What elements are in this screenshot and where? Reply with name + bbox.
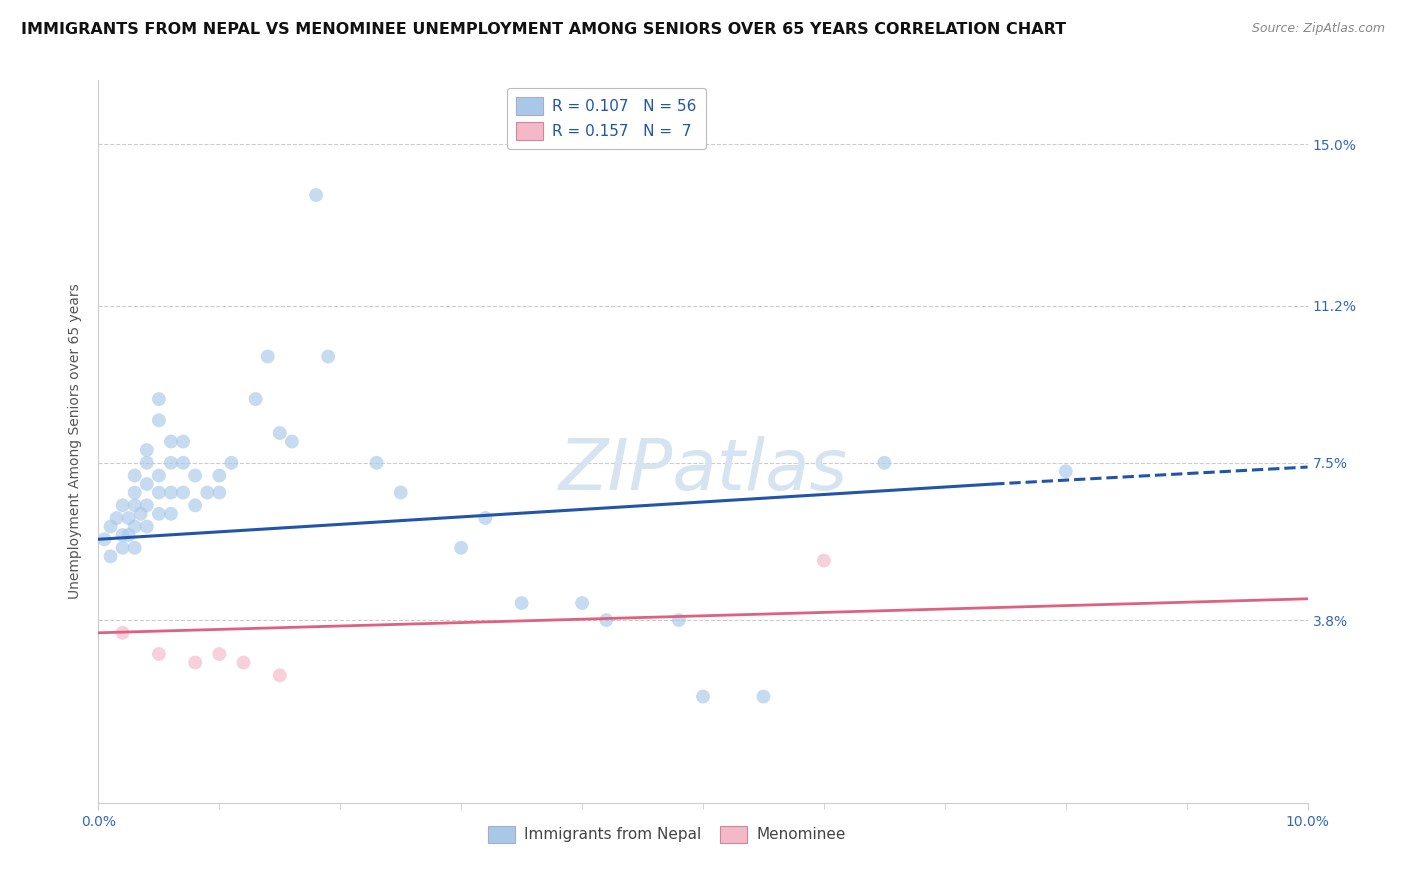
Point: [208, 647, 231, 661]
Point: [124, 485, 146, 500]
Text: IMMIGRANTS FROM NEPAL VS MENOMINEE UNEMPLOYMENT AMONG SENIORS OVER 65 YEARS CORR: IMMIGRANTS FROM NEPAL VS MENOMINEE UNEMP…: [21, 22, 1066, 37]
Point: [148, 468, 170, 483]
Point: [281, 434, 304, 449]
Point: [160, 507, 183, 521]
Point: [105, 511, 128, 525]
Point: [172, 456, 194, 470]
Point: [111, 528, 134, 542]
Point: [135, 519, 157, 533]
Point: [118, 511, 141, 525]
Point: [148, 647, 170, 661]
Point: [124, 498, 146, 512]
Point: [366, 456, 388, 470]
Point: [100, 549, 122, 564]
Point: [124, 541, 146, 555]
Point: [111, 625, 134, 640]
Point: [148, 485, 170, 500]
Point: [184, 498, 207, 512]
Point: [269, 668, 291, 682]
Point: [232, 656, 254, 670]
Point: [208, 468, 231, 483]
Point: [111, 541, 134, 555]
Point: [184, 656, 207, 670]
Point: [256, 350, 278, 364]
Point: [389, 485, 412, 500]
Point: [316, 350, 339, 364]
Point: [269, 425, 291, 440]
Point: [474, 511, 496, 525]
Point: [135, 443, 157, 458]
Point: [195, 485, 218, 500]
Point: [1054, 464, 1077, 478]
Point: [595, 613, 617, 627]
Point: [160, 485, 183, 500]
Point: [124, 519, 146, 533]
Point: [148, 507, 170, 521]
Point: [172, 434, 194, 449]
Point: [813, 553, 835, 567]
Point: [160, 434, 183, 449]
Legend: Immigrants from Nepal, Menominee: Immigrants from Nepal, Menominee: [481, 820, 852, 849]
Point: [184, 468, 207, 483]
Point: [510, 596, 533, 610]
Point: [752, 690, 775, 704]
Text: Source: ZipAtlas.com: Source: ZipAtlas.com: [1251, 22, 1385, 36]
Point: [111, 498, 134, 512]
Point: [221, 456, 243, 470]
Point: [124, 468, 146, 483]
Point: [100, 519, 122, 533]
Point: [692, 690, 714, 704]
Point: [873, 456, 896, 470]
Point: [208, 485, 231, 500]
Point: [172, 485, 194, 500]
Point: [129, 507, 152, 521]
Point: [245, 392, 267, 406]
Point: [160, 456, 183, 470]
Y-axis label: Unemployment Among Seniors over 65 years: Unemployment Among Seniors over 65 years: [69, 284, 83, 599]
Point: [571, 596, 593, 610]
Point: [135, 498, 157, 512]
Point: [135, 477, 157, 491]
Point: [135, 456, 157, 470]
Point: [93, 533, 115, 547]
Point: [148, 413, 170, 427]
Point: [148, 392, 170, 406]
Point: [668, 613, 690, 627]
Text: ZIPatlas: ZIPatlas: [558, 436, 848, 505]
Point: [305, 188, 328, 202]
Point: [118, 528, 141, 542]
Point: [450, 541, 472, 555]
